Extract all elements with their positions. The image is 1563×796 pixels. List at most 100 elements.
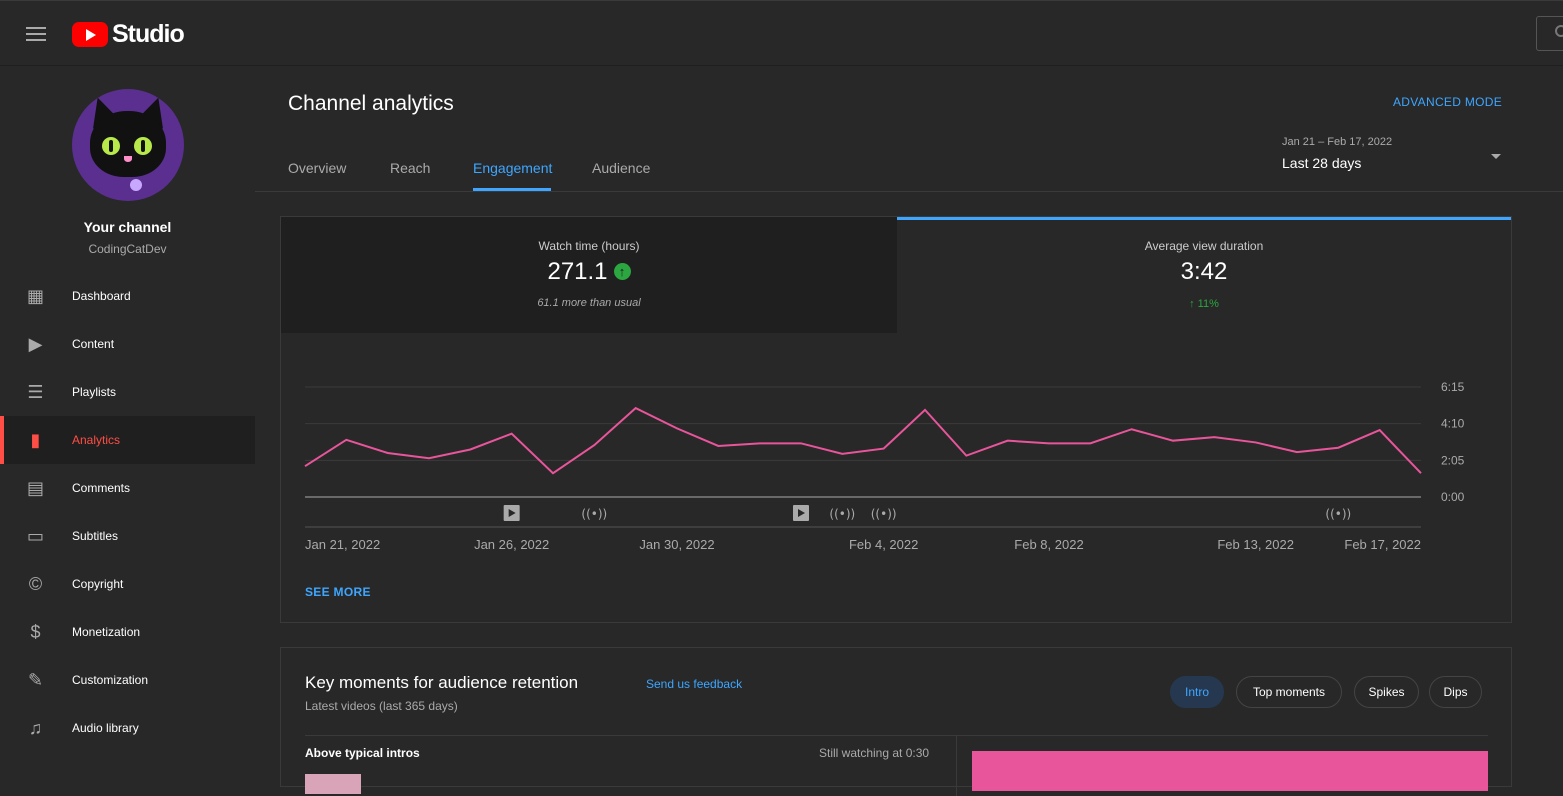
sidebar-nav: ▦ Dashboard ▶ Content ☰ Playlists ▮ Analytics ▤ C… [0,272,255,752]
sidebar-item-label: Subtitles [72,529,119,543]
sidebar-item-label: Playlists [72,385,117,399]
live-stream-icon: ((•)) [1325,507,1351,521]
arrow-up-circle-icon: ↑ [613,263,631,280]
sidebar-item-content[interactable]: ▶ Content [0,320,255,368]
metric-label: Average view duration [1144,239,1264,253]
cat-eye-right [134,137,152,155]
live-stream-icon: ((•)) [581,507,607,521]
advanced-mode-button[interactable]: ADVANCED MODE [1393,95,1503,109]
channel-avatar[interactable] [72,89,184,201]
sidebar-item-copyright[interactable]: © Copyright [0,560,255,608]
metric-change: ↑ 11% [1189,298,1219,310]
cat-eye-left [102,137,120,155]
engagement-card: Watch time (hours) 271.1 ↑ 61.1 more than… [280,216,1512,623]
logo-text: Studio [112,19,185,48]
sidebar-item-analytics[interactable]: ▮ Analytics [0,416,255,464]
active-tab-indicator [473,188,551,191]
y-tick-label: 0:00 [1441,490,1465,504]
see-more-button[interactable]: SEE MORE [305,585,371,599]
sidebar-item-customization[interactable]: ✎ Customization [0,656,255,704]
customization-icon: ✎ [27,670,44,690]
audio-library-icon: ♫ [28,718,43,738]
sidebar-item-label: Monetization [72,625,141,639]
video-upload-icon [503,505,520,521]
key-moments-subtitle: Latest videos (last 365 days) [305,699,458,713]
sidebar-item-playlists[interactable]: ☰ Playlists [0,368,255,416]
comments-icon: ▤ [26,478,44,498]
dashboard-icon: ▦ [26,286,44,306]
date-range-text[interactable]: Jan 21 – Feb 17, 2022 [1282,136,1393,148]
video-upload-icon [793,505,809,521]
subtitles-icon: ▭ [26,526,44,546]
chip-dips[interactable]: Dips [1429,676,1482,708]
y-tick-label: 6:15 [1441,380,1465,394]
sidebar-item-subtitles[interactable]: ▭ Subtitles [0,512,255,560]
sidebar-item-label: Dashboard [72,289,131,303]
tab-overview[interactable]: Overview [288,160,347,176]
main-content: Channel analytics ADVANCED MODE Overview… [255,66,1563,780]
live-stream-icon: ((•)) [829,507,855,521]
sidebar-item-label: Analytics [72,433,121,447]
studio-logo[interactable]: Studio [72,19,185,48]
video-thumbnail[interactable] [305,774,361,794]
still-watching-label: Still watching at 0:30 [819,746,930,760]
metric-subtext: 61.1 more than usual [537,297,641,309]
sidebar-item-label: Content [72,337,115,351]
tab-reach[interactable]: Reach [390,160,431,176]
sidebar-item-label: Comments [72,481,131,495]
chip-intro[interactable]: Intro [1170,676,1224,708]
metric-average-view-duration[interactable]: Average view duration 3:42 ↑ 11% [897,217,1511,333]
divider [305,735,1488,736]
x-tick-label: Feb 13, 2022 [1217,537,1294,552]
metric-value: 271.1 [547,258,608,285]
x-tick-label: Feb 17, 2022 [1344,537,1421,552]
playlists-icon: ☰ [27,382,44,402]
y-tick-label: 2:05 [1441,453,1465,467]
key-moments-card: Key moments for audience retention Lates… [280,647,1512,796]
metric-value: 3:42 [1180,258,1228,285]
send-feedback-link[interactable]: Send us feedback [646,677,743,691]
metric-value-row: 271.1 ↑ [281,258,897,286]
line-chart[interactable]: 6:15 4:10 2:05 0:00 ((•)) ((•)) ((•)) ((•)) Jan … [281,367,1511,567]
sidebar-item-label: Audio library [72,721,139,735]
series-line [304,406,1422,475]
metric-watch-time[interactable]: Watch time (hours) 271.1 ↑ 61.1 more than… [281,217,897,333]
your-channel-label: Your channel [83,219,172,235]
sidebar-item-monetization[interactable]: $ Monetization [0,608,255,656]
sidebar-item-dashboard[interactable]: ▦ Dashboard [0,272,255,320]
sidebar: Your channel CodingCatDev ▦ Dashboard ▶ Con… [0,66,255,780]
x-tick-label: Jan 30, 2022 [639,537,714,552]
y-tick-label: 4:10 [1441,417,1465,431]
content-icon: ▶ [28,334,43,354]
sidebar-item-audio-library[interactable]: ♫ Audio library [0,704,255,752]
metric-label: Watch time (hours) [538,239,640,253]
tab-audience[interactable]: Audience [592,160,651,176]
channel-name: CodingCatDev [88,242,167,256]
above-intros-label: Above typical intros [305,746,420,760]
retention-preview[interactable] [972,751,1488,791]
svg-text:((•)): ((•)) [1325,507,1351,521]
key-moments-title: Key moments for audience retention [305,673,579,692]
copyright-icon: © [28,574,43,594]
search-icon [1555,25,1563,37]
monetization-icon: $ [30,622,41,642]
chip-top-moments[interactable]: Top moments [1236,676,1342,708]
sidebar-item-comments[interactable]: ▤ Comments [0,464,255,512]
analytics-icon: ▮ [30,430,41,450]
menu-icon[interactable] [26,27,46,41]
cat-nose [124,156,132,162]
search-box[interactable] [1536,16,1563,51]
youtube-logo-icon [72,21,108,47]
tab-engagement[interactable]: Engagement [473,160,553,176]
x-tick-label: Feb 8, 2022 [1014,537,1083,552]
svg-text:((•)): ((•)) [581,507,607,521]
x-tick-label: Jan 26, 2022 [474,537,549,552]
chevron-down-icon[interactable] [1491,154,1501,159]
sidebar-item-label: Customization [72,673,149,687]
x-tick-label: Jan 21, 2022 [305,537,380,552]
date-range-label[interactable]: Last 28 days [1282,155,1362,171]
chip-spikes[interactable]: Spikes [1354,676,1419,708]
cat-collar-tag [130,179,142,191]
svg-text:((•)): ((•)) [829,507,855,521]
vertical-divider [956,736,957,796]
